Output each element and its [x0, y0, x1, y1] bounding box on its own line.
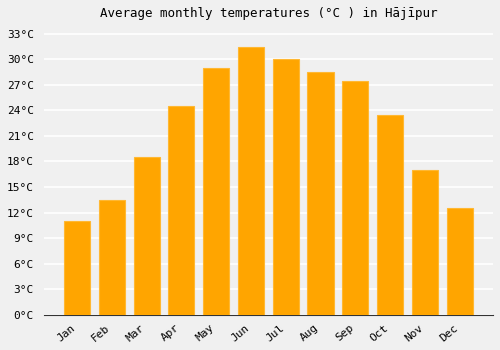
Bar: [412, 170, 438, 315]
Bar: [342, 80, 368, 315]
Bar: [134, 157, 160, 315]
Bar: [238, 47, 264, 315]
Bar: [99, 200, 125, 315]
Bar: [64, 221, 90, 315]
Bar: [377, 115, 403, 315]
Bar: [168, 106, 194, 315]
Bar: [308, 72, 334, 315]
Bar: [272, 60, 299, 315]
Bar: [203, 68, 229, 315]
Title: Average monthly temperatures (°C ) in Hājīpur: Average monthly temperatures (°C ) in Hā…: [100, 7, 437, 20]
Bar: [446, 208, 472, 315]
